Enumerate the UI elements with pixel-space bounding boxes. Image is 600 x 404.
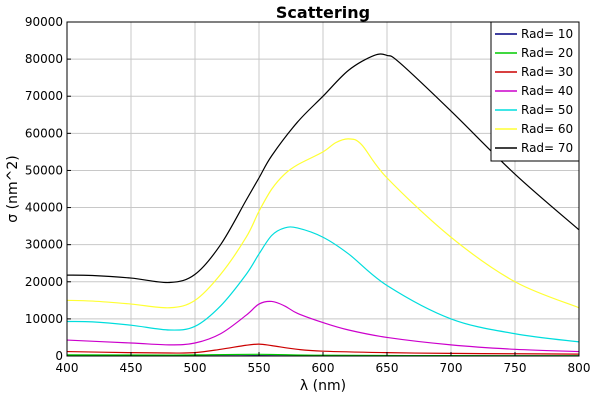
legend-label: Rad= 30: [521, 65, 573, 79]
legend-label: Rad= 60: [521, 122, 573, 136]
y-tick-label: 80000: [25, 52, 63, 66]
y-tick-label: 30000: [25, 238, 63, 252]
y-tick-label: 70000: [25, 89, 63, 103]
y-tick-label: 60000: [25, 126, 63, 140]
x-axis-label: λ (nm): [300, 378, 346, 394]
legend-label: Rad= 40: [521, 84, 573, 98]
x-tick-label: 600: [312, 361, 335, 375]
x-tick-label: 550: [248, 361, 271, 375]
y-tick-label: 40000: [25, 201, 63, 215]
y-tick-label: 10000: [25, 312, 63, 326]
x-tick-label: 400: [56, 361, 79, 375]
y-tick-label: 0: [55, 349, 63, 363]
y-tick-label: 90000: [25, 15, 63, 29]
x-tick-label: 700: [440, 361, 463, 375]
legend-label: Rad= 10: [521, 27, 573, 41]
legend-label: Rad= 70: [521, 141, 573, 155]
x-tick-label: 800: [568, 361, 591, 375]
y-tick-label: 50000: [25, 163, 63, 177]
x-tick-label: 650: [376, 361, 399, 375]
y-tick-label: 20000: [25, 275, 63, 289]
y-axis-label: σ (nm^2): [5, 155, 21, 222]
x-tick-label: 750: [504, 361, 527, 375]
x-tick-label: 500: [184, 361, 207, 375]
legend-label: Rad= 20: [521, 46, 573, 60]
legend: Rad= 10 Rad= 20 Rad= 30 Rad= 40 Rad= 50 Rad= …: [491, 22, 579, 161]
legend-label: Rad= 50: [521, 103, 573, 117]
chart-title: Scattering: [276, 3, 370, 22]
x-tick-label: 450: [120, 361, 143, 375]
